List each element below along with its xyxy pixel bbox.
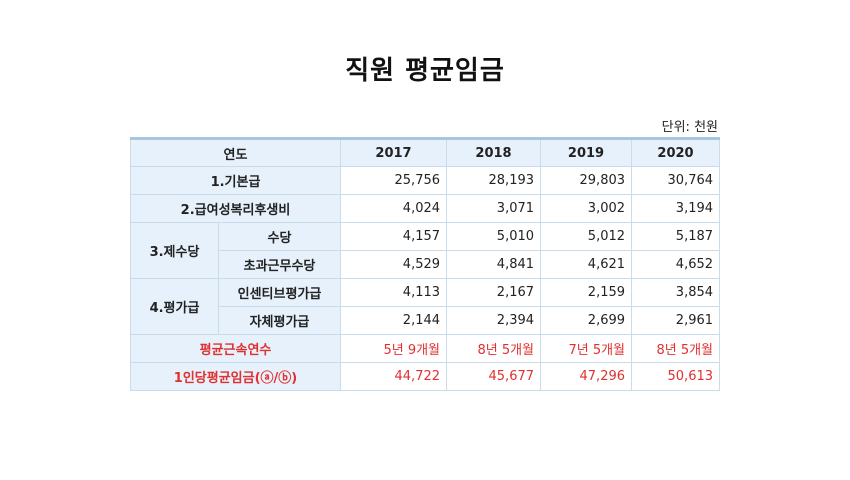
wage-table: 연도 2017 2018 2019 2020 1.기본급 25,756 28,1… xyxy=(129,137,721,391)
table-header-row: 연도 2017 2018 2019 2020 xyxy=(129,137,721,167)
cell: 4,621 xyxy=(540,250,633,279)
cell: 3,194 xyxy=(631,194,721,223)
cell: 5,012 xyxy=(540,222,633,251)
cell: 4,841 xyxy=(446,250,542,279)
unit-label: 단위: 천원 xyxy=(661,120,718,135)
row-label-overtime: 초과근무수당 xyxy=(217,250,342,279)
cell: 2,159 xyxy=(540,278,633,307)
cell: 44,722 xyxy=(340,362,448,391)
cell: 3,002 xyxy=(540,194,633,223)
cell: 2,699 xyxy=(540,306,633,335)
cell: 30,764 xyxy=(631,166,721,195)
year-2018: 2018 xyxy=(446,137,542,167)
table-row: 초과근무수당 4,529 4,841 4,621 4,652 xyxy=(131,250,721,279)
row-label-basic: 1.기본급 xyxy=(129,166,342,195)
cell: 47,296 xyxy=(540,362,633,391)
group-label-allowances: 3.제수당 xyxy=(130,222,219,279)
cell: 2,394 xyxy=(446,306,542,335)
cell: 3,854 xyxy=(631,278,721,307)
row-label-welfare: 2.급여성복리후생비 xyxy=(129,194,342,223)
cell: 4,024 xyxy=(340,194,448,223)
cell: 4,652 xyxy=(631,250,721,279)
cell: 3,071 xyxy=(446,194,542,223)
table-row: 평균근속연수 5년 9개월 8년 5개월 7년 5개월 8년 5개월 xyxy=(129,334,721,363)
cell: 5,187 xyxy=(631,222,721,251)
table-row: 1.기본급 25,756 28,193 29,803 30,764 xyxy=(129,166,721,195)
row-label-self-eval: 자체평가급 xyxy=(217,306,342,335)
cell: 5년 9개월 xyxy=(340,334,448,363)
cell: 2,167 xyxy=(446,278,542,307)
cell: 50,613 xyxy=(631,362,721,391)
year-header: 연도 xyxy=(129,137,342,167)
cell: 45,677 xyxy=(446,362,542,391)
year-2017: 2017 xyxy=(340,137,448,167)
year-2019: 2019 xyxy=(540,137,633,167)
cell: 25,756 xyxy=(340,166,448,195)
cell: 4,529 xyxy=(340,250,448,279)
cell: 4,113 xyxy=(340,278,448,307)
table-row: 4.평가급 인센티브평가급 4,113 2,167 2,159 3,854 xyxy=(130,278,721,335)
table-row: 자체평가급 2,144 2,394 2,699 2,961 xyxy=(131,306,721,335)
group-label-evaluation: 4.평가급 xyxy=(130,278,219,335)
row-label-incentive: 인센티브평가급 xyxy=(217,278,342,307)
table-row: 1인당평균임금(ⓐ/ⓑ) 44,722 45,677 47,296 50,613 xyxy=(129,362,721,391)
page-title: 직원 평균임금 xyxy=(345,56,505,86)
cell: 4,157 xyxy=(340,222,448,251)
year-2020: 2020 xyxy=(631,137,721,167)
cell: 8년 5개월 xyxy=(631,334,721,363)
cell: 2,144 xyxy=(340,306,448,335)
cell: 29,803 xyxy=(540,166,633,195)
cell: 8년 5개월 xyxy=(446,334,542,363)
table-row: 2.급여성복리후생비 4,024 3,071 3,002 3,194 xyxy=(129,194,721,223)
cell: 7년 5개월 xyxy=(540,334,633,363)
row-label-tenure: 평균근속연수 xyxy=(129,334,342,363)
cell: 5,010 xyxy=(446,222,542,251)
row-label-avg-wage: 1인당평균임금(ⓐ/ⓑ) xyxy=(129,362,342,391)
table-row: 3.제수당 수당 4,157 5,010 5,012 5,187 xyxy=(130,222,721,279)
cell: 28,193 xyxy=(446,166,542,195)
row-label-allowance: 수당 xyxy=(217,222,342,251)
cell: 2,961 xyxy=(631,306,721,335)
